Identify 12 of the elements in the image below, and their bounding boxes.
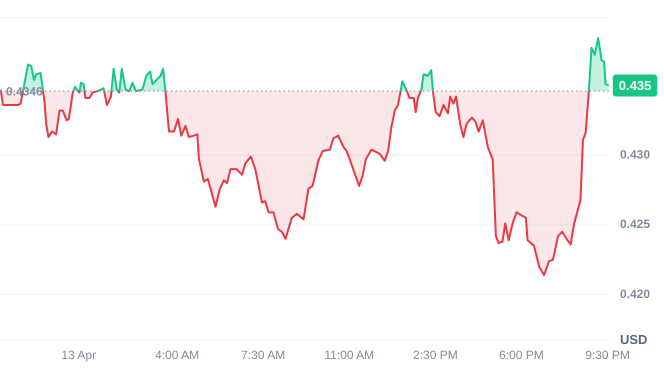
y-tick-label: 0.430 [620,148,650,162]
y-axis-title: USD [620,332,648,348]
x-tick-label: 7:30 AM [241,348,286,362]
x-tick-label: 6:00 PM [499,348,544,362]
y-tick-label: 0.420 [620,286,650,301]
y-tick-label: 0.425 [620,217,650,232]
x-tick-label: 9:30 PM [585,348,630,362]
x-tick-label: 4:00 AM [155,348,200,362]
x-tick-label: 2:30 PM [413,348,458,362]
x-tick-label: 13 Apr [61,348,96,362]
annotation: 0.435 [618,78,652,94]
x-tick-label: 11:00 AM [324,348,374,362]
